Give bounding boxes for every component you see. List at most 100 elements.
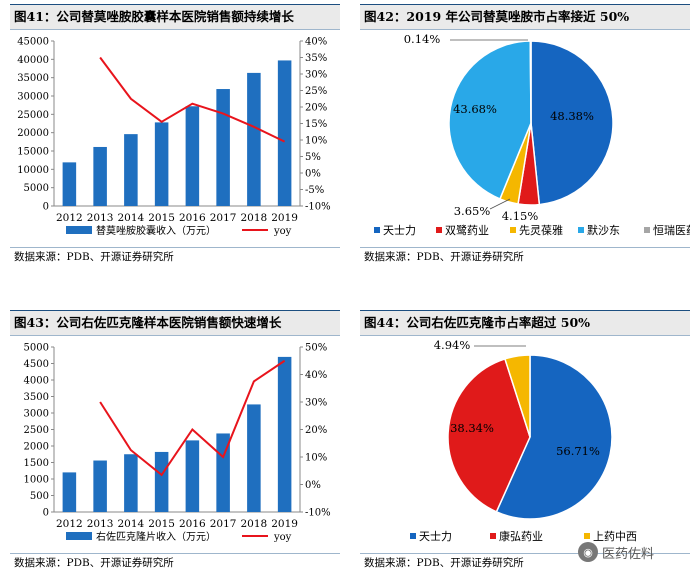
yoy-line [99, 359, 286, 477]
bar [93, 146, 107, 206]
slice-label: 48.38% [550, 109, 594, 123]
legend-bar-swatch [66, 532, 92, 540]
watermark: ◉ 医药佐料 [578, 541, 688, 563]
slice-label: 0.14% [404, 32, 441, 46]
panel-fig42: 图42：2019 年公司替莫唑胺市占率接近 50% 48.38% 4.15% 3.6… [360, 4, 690, 266]
pie-chart: 48.38% 4.15% 3.65% 43.68% 0.14% 天士力 双鹭药业 先灵葆雅 默沙… [374, 32, 690, 237]
x-tick-label: 2015 [148, 518, 175, 530]
legend-swatch [644, 227, 650, 233]
x-tick-label: 2018 [241, 212, 268, 224]
slice-label: 3.65% [454, 204, 491, 218]
pie-slice [504, 354, 531, 438]
bar [124, 454, 138, 512]
bar [247, 404, 261, 512]
y-tick-label: 30000 [17, 92, 49, 103]
bar [277, 60, 292, 206]
legend-label: 先灵葆雅 [519, 223, 563, 237]
pie-slice [448, 40, 532, 200]
pie-chart: 56.71% 38.34% 4.94% 天士力 康弘药业 上药中西 [410, 338, 637, 543]
y-tick-label: 500 [30, 491, 49, 502]
legend-swatch [584, 533, 590, 539]
y2-tick-label: 35% [305, 53, 327, 64]
legend-label: 天士力 [419, 530, 452, 543]
watermark-text: 医药佐料 [602, 546, 655, 562]
y-tick-label: 5000 [24, 183, 49, 194]
slice-label: 38.34% [450, 421, 494, 435]
bar [93, 460, 107, 512]
x-tick-label: 2016 [179, 212, 206, 224]
x-tick-label: 2013 [87, 212, 114, 224]
x-tick-label: 2016 [179, 518, 206, 530]
y2-tick-label: 50% [305, 343, 327, 354]
y-tick-label: 20000 [17, 128, 49, 139]
y2-tick-label: -10% [305, 508, 331, 519]
legend-swatch [578, 227, 584, 233]
y-tick-label: 2500 [24, 425, 49, 436]
bar [154, 122, 169, 206]
panel-fig44: 图44：公司右佐匹克隆市占率超过 50% 56.71% 38.34% 4.94% 天士… [360, 310, 690, 572]
bar-line-chart: 0 5000 10000 15000 20000 25000 30000 35000 40000… [17, 37, 330, 238]
y-tick-label: 25000 [17, 110, 49, 121]
source-note: 数据来源：PDB、开源证券研究所 [360, 247, 690, 266]
y2-tick-label: 20% [305, 103, 327, 114]
x-tick-label: 2018 [241, 518, 268, 530]
y2-tick-label: 5% [305, 152, 321, 163]
pie-slice [447, 357, 531, 513]
slice-label: 43.68% [453, 102, 497, 116]
legend-bar-label: 替莫唑胺胶囊收入（万元） [96, 224, 216, 237]
legend-label: 双鹭药业 [445, 223, 489, 237]
y2-tick-label: -5% [305, 185, 324, 196]
bar-line-chart: 0 500 1000 1500 2000 2500 3000 3500 4000 4500 5000… [24, 343, 331, 544]
x-tick-label: 2012 [56, 518, 83, 530]
pie-slice [495, 354, 613, 520]
pie-slice [530, 40, 614, 206]
legend-line-label: yoy [273, 532, 292, 543]
yoy-line [99, 56, 286, 143]
y2-tick-label: 0% [305, 169, 321, 180]
y-tick-label: 15000 [17, 147, 49, 158]
x-tick-label: 2019 [271, 518, 298, 530]
legend-swatch [490, 533, 496, 539]
y2-tick-label: 0% [305, 480, 321, 491]
source-note: 数据来源：PDB、开源证券研究所 [10, 247, 340, 266]
bar [185, 106, 200, 206]
legend-label: 康弘药业 [499, 529, 543, 543]
y2-tick-label: 15% [305, 119, 327, 130]
y-tick-label: 10000 [17, 165, 49, 176]
bar [247, 72, 261, 207]
bar [154, 451, 169, 512]
y-tick-label: 5000 [24, 343, 49, 354]
y2-tick-label: 30% [305, 70, 327, 81]
bar [185, 440, 200, 512]
x-tick-label: 2014 [118, 212, 145, 224]
y2-tick-label: 10% [305, 136, 327, 147]
panel-fig41: 图41：公司替莫唑胺胶囊样本医院销售额持续增长 0 5000 10000 15000 2… [10, 4, 340, 266]
bar [277, 356, 292, 512]
bar [62, 472, 77, 512]
legend-bar-swatch [66, 226, 92, 234]
y2-tick-label: 10% [305, 453, 327, 464]
legend-swatch [436, 227, 442, 233]
x-tick-label: 2019 [271, 212, 298, 224]
source-note: 数据来源：PDB、开源证券研究所 [10, 553, 340, 572]
bar [216, 89, 230, 206]
slice-label: 4.15% [502, 209, 539, 223]
bar [62, 162, 77, 206]
x-tick-label: 2013 [87, 518, 114, 530]
y-tick-label: 3500 [24, 392, 49, 403]
chart-title: 图42：2019 年公司替莫唑胺市占率接近 50% [360, 4, 690, 30]
y-tick-label: 0 [43, 202, 49, 213]
label-leader [489, 198, 511, 210]
legend-swatch [410, 533, 416, 539]
x-tick-label: 2015 [148, 212, 175, 224]
pie-slice [529, 40, 532, 124]
y2-tick-label: 30% [305, 398, 327, 409]
y-tick-label: 0 [43, 508, 49, 519]
y-tick-label: 3000 [24, 409, 49, 420]
y-tick-label: 1500 [24, 458, 49, 469]
slice-label: 4.94% [434, 338, 471, 352]
y-tick-label: 4000 [24, 376, 49, 387]
y2-tick-label: 40% [305, 370, 327, 381]
y-tick-label: 45000 [17, 37, 49, 48]
chart-title: 图41：公司替莫唑胺胶囊样本医院销售额持续增长 [10, 4, 340, 30]
